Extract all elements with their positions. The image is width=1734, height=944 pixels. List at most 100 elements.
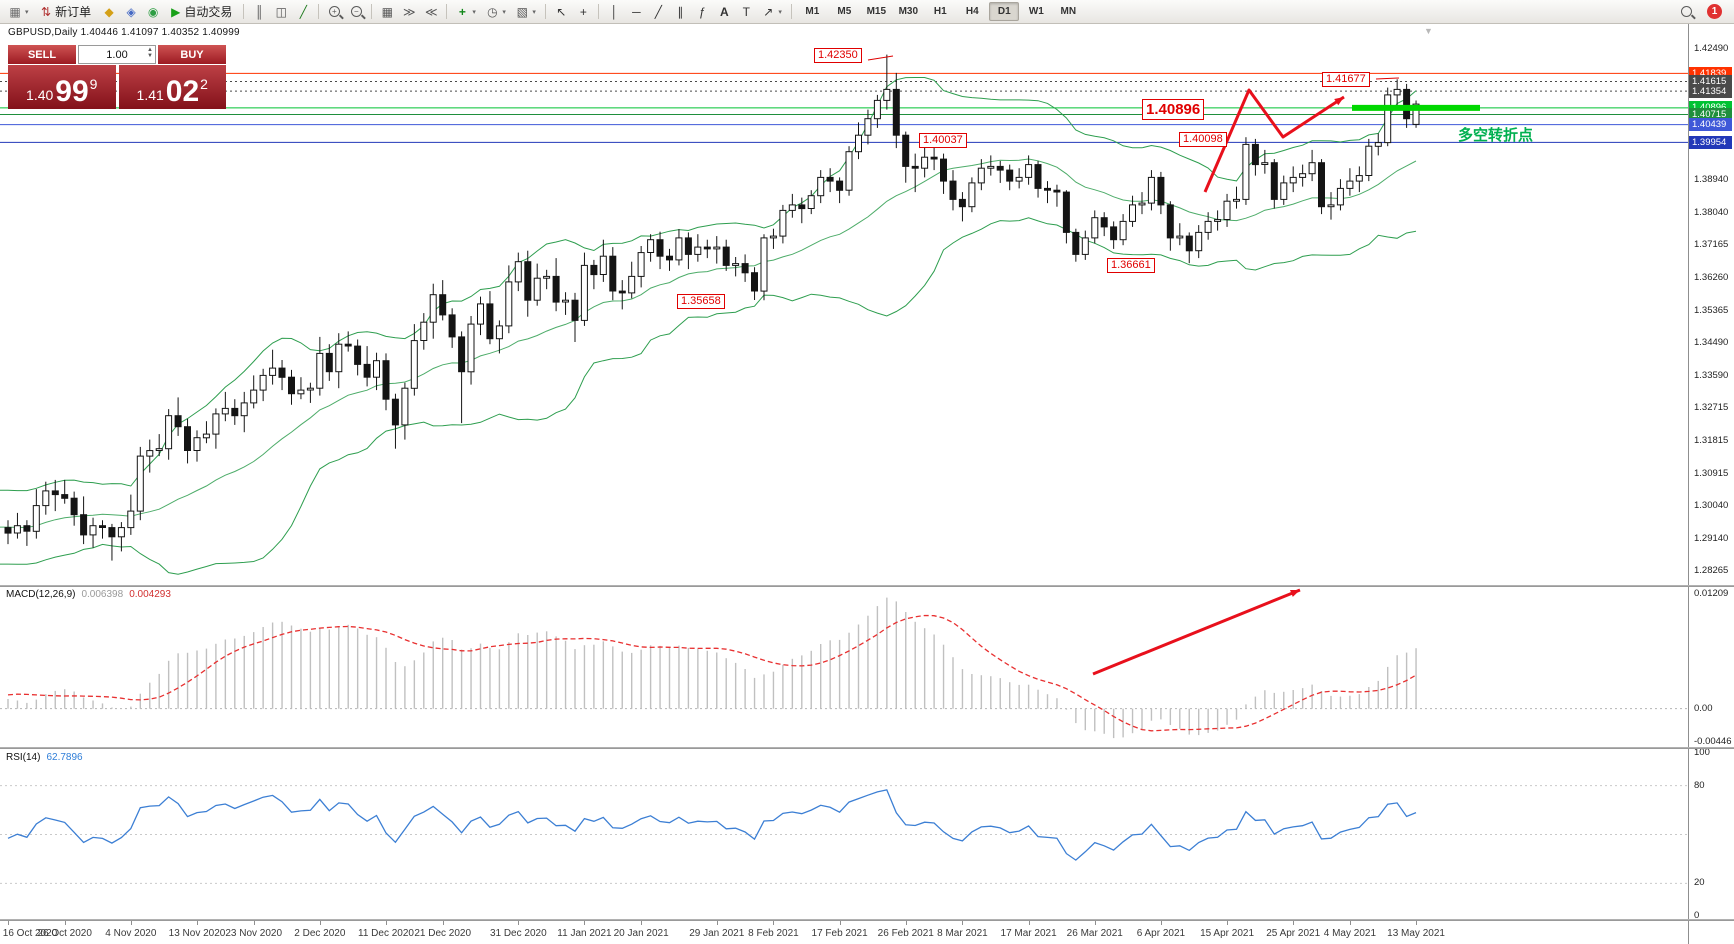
macd-axis-label: -0.00446: [1694, 736, 1732, 747]
date-tick-label: 13 Nov 2020: [168, 928, 226, 939]
text-icon[interactable]: A: [719, 4, 729, 19]
notification-badge[interactable]: 1: [1707, 4, 1722, 19]
price-tick-label: 1.37165: [1694, 238, 1729, 250]
volume-input[interactable]: 1.00 ▲ ▼: [78, 45, 156, 64]
rsi-axis-label: 0: [1694, 910, 1700, 921]
rsi-axis-label: 80: [1694, 779, 1705, 791]
price-tick-label: 1.42490: [1694, 43, 1729, 55]
price-axis[interactable]: 1.418391.416151.413541.408961.407151.404…: [1688, 24, 1734, 944]
buy-price-pips: 02: [165, 75, 200, 108]
date-tick-mark: [1160, 921, 1162, 925]
chart-shift-icon[interactable]: ≪: [425, 4, 438, 19]
timeframe-m1[interactable]: M1: [805, 6, 820, 17]
sell-price-button[interactable]: 1.40 99 9: [8, 65, 116, 109]
panel-separator-dates[interactable]: [0, 919, 1734, 921]
navigator-icon[interactable]: ◈: [126, 4, 136, 19]
date-tick-mark: [64, 921, 66, 925]
cursor-icon[interactable]: ↖: [556, 4, 567, 19]
timeframe-d1[interactable]: D1: [989, 2, 1020, 21]
crosshair-icon[interactable]: +: [579, 4, 587, 19]
trend-arrow: [1092, 588, 1301, 676]
timeframe-m15[interactable]: M15: [866, 6, 887, 17]
dropdown-caret-icon[interactable]: ▾: [502, 8, 506, 16]
macd-signal-value: 0.004293: [129, 589, 171, 600]
dropdown-caret-icon[interactable]: ▾: [532, 8, 536, 16]
chart-shift-marker[interactable]: ▼: [1424, 26, 1433, 36]
templates-icon[interactable]: ▧: [516, 4, 528, 19]
date-tick-label: 13 May 2021: [1387, 928, 1445, 939]
candlestick-chart-icon[interactable]: ◫: [275, 4, 287, 19]
panel-separator-rsi[interactable]: [0, 747, 1734, 749]
buy-price-button[interactable]: 1.41 02 2: [118, 65, 226, 109]
equidistant-channel-icon[interactable]: ∥: [677, 4, 684, 19]
terminal-icon[interactable]: ◉: [147, 4, 159, 19]
date-tick-mark: [1094, 921, 1096, 925]
price-tick-label: 1.38940: [1694, 173, 1729, 185]
auto-scroll-icon[interactable]: ≫: [403, 4, 416, 19]
date-tick-label: 21 Dec 2020: [414, 928, 472, 939]
zoom-in-icon[interactable]: +: [324, 2, 344, 22]
rsi-value: 62.7896: [46, 752, 83, 763]
periods-icon[interactable]: ◷: [487, 4, 498, 19]
date-tick-mark: [905, 921, 907, 925]
price-tick-label: 1.30915: [1694, 467, 1729, 479]
autotrading-button-label: 自动交易: [184, 5, 233, 19]
rsi-axis-label: 100: [1694, 747, 1710, 758]
price-line-badge: 1.41354: [1689, 84, 1732, 98]
timeframe-h4[interactable]: H4: [965, 6, 979, 17]
arrowhead: [1334, 97, 1344, 106]
toolbar-separator: [791, 4, 793, 19]
timeframe-w1[interactable]: W1: [1028, 6, 1044, 17]
timeframe-m30[interactable]: M30: [898, 6, 919, 17]
dropdown-caret-icon[interactable]: ▾: [778, 8, 782, 16]
timeframe-h1[interactable]: H1: [933, 6, 947, 17]
sell-price-prefix: 1.40: [26, 87, 54, 103]
date-tick-mark: [773, 921, 775, 925]
line-chart-icon[interactable]: ╱: [299, 4, 307, 19]
trendline-icon[interactable]: ╱: [654, 4, 662, 19]
date-tick-label: 29 Jan 2021: [689, 928, 745, 939]
bollinger-middle-band: [0, 158, 1417, 529]
bar-chart-icon[interactable]: ║: [255, 4, 264, 19]
new-order-button[interactable]: ⇅ 新订单: [35, 2, 97, 22]
volume-spinner[interactable]: ▲ ▼: [147, 47, 153, 59]
rsi-line: [7, 789, 1417, 861]
market-watch-icon[interactable]: ◆: [104, 4, 114, 19]
date-tick-label: 16 Oct 2020: [2, 928, 58, 939]
arrows-icon[interactable]: ↗: [763, 4, 774, 19]
vertical-line-icon[interactable]: │: [610, 4, 619, 19]
text-label-icon[interactable]: T: [742, 4, 750, 19]
date-tick-mark: [1416, 921, 1418, 925]
macd-main-value: 0.006398: [81, 589, 124, 600]
date-tick-mark: [518, 921, 520, 925]
price-line-badge: 1.39954: [1689, 135, 1732, 149]
fibonacci-icon[interactable]: ƒ: [698, 4, 706, 19]
timeframe-m5[interactable]: M5: [837, 6, 852, 17]
autotrading-button[interactable]: ▶ 自动交易: [165, 2, 238, 22]
price-tick-label: 1.35365: [1694, 304, 1729, 316]
search-icon[interactable]: [1676, 2, 1696, 22]
volume-up-icon[interactable]: ▲: [147, 47, 153, 53]
panel-separator-macd[interactable]: [0, 585, 1734, 587]
volume-down-icon[interactable]: ▼: [147, 53, 153, 59]
indicators-list-icon[interactable]: +: [458, 4, 466, 19]
date-tick-label: 11 Jan 2021: [557, 928, 612, 939]
tile-windows-icon[interactable]: ▦: [381, 4, 393, 19]
buy-button-header[interactable]: BUY: [158, 45, 226, 64]
time-axis[interactable]: 16 Oct 2020 26 Oct 2020 4 Nov 2020 13 Nov 2…: [0, 921, 1688, 944]
price-tick-label: 1.30040: [1694, 499, 1729, 511]
zoom-out-icon[interactable]: −: [346, 2, 366, 22]
new-chart-icon[interactable]: ▦: [9, 4, 21, 19]
dropdown-caret-icon[interactable]: ▾: [25, 8, 29, 16]
timeframe-mn[interactable]: MN: [1060, 6, 1077, 17]
macd-axis-label: 0.01209: [1694, 588, 1729, 599]
date-tick-mark: [8, 921, 9, 925]
dropdown-caret-icon[interactable]: ▾: [472, 8, 476, 16]
rsi-axis-label: 20: [1694, 877, 1705, 889]
rsi-header: RSI(14) 62.7896: [6, 752, 83, 763]
date-tick-label: 17 Mar 2021: [1000, 928, 1057, 939]
sell-button-header[interactable]: SELL: [8, 45, 76, 64]
chart-canvas[interactable]: [0, 0, 1688, 944]
horizontal-line-icon[interactable]: ─: [632, 4, 641, 19]
label-leader-line: [867, 55, 894, 61]
